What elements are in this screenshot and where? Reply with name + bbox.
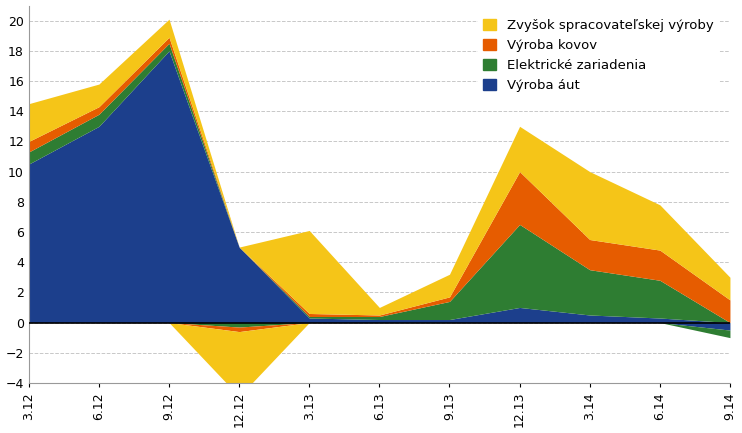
Legend: Zvyšok spracovateľskej výroby, Výroba kovov, Elektrické zariadenia, Výroba áut: Zvyšok spracovateľskej výroby, Výroba ko… [478,13,719,97]
